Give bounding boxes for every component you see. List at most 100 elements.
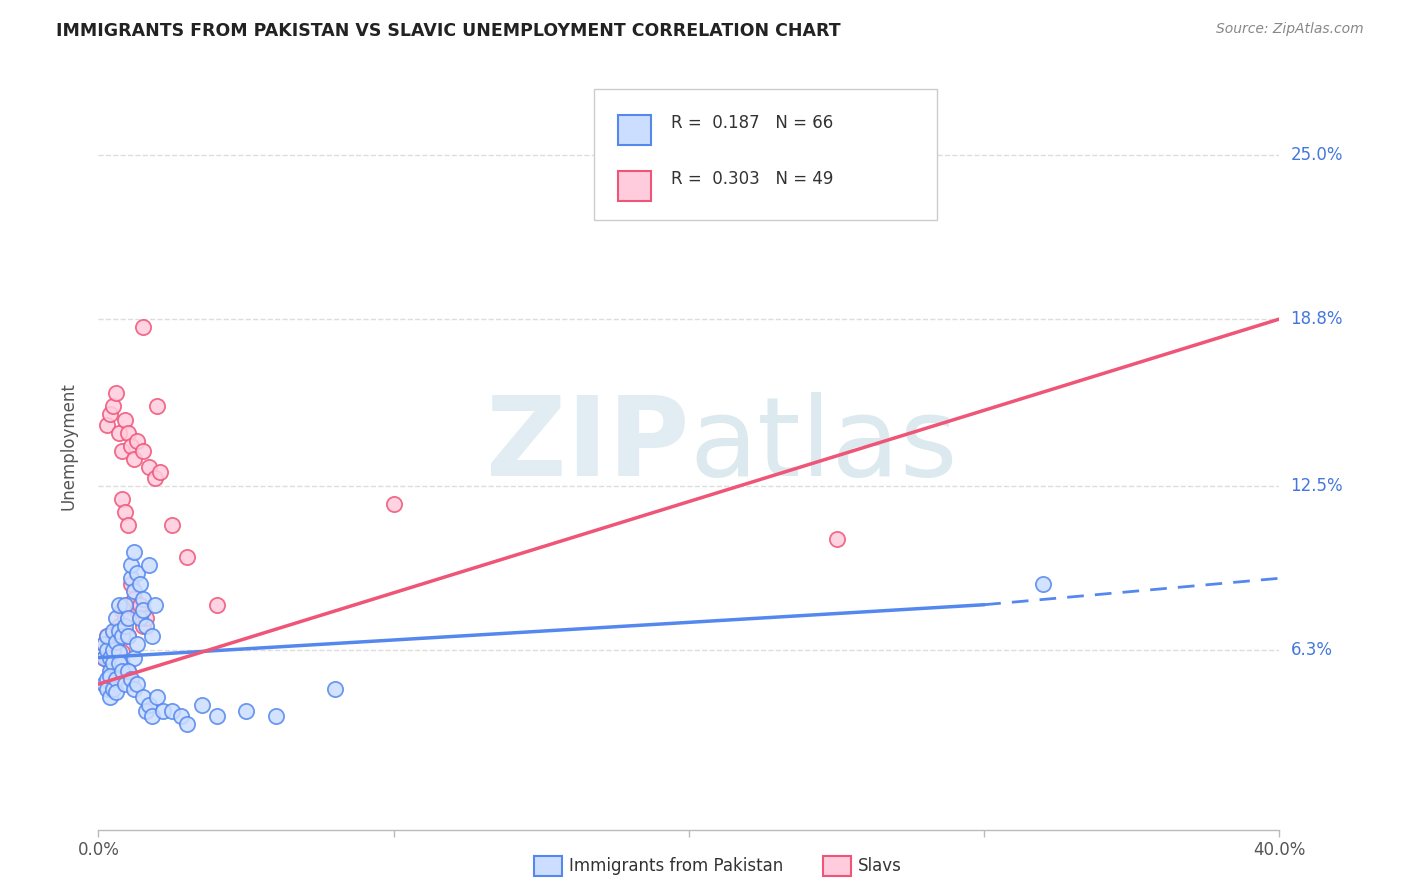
Point bbox=[146, 690, 169, 705]
Point bbox=[146, 400, 169, 414]
Point bbox=[108, 624, 131, 639]
Text: Source: ZipAtlas.com: Source: ZipAtlas.com bbox=[1216, 22, 1364, 37]
Point bbox=[108, 656, 131, 670]
Point bbox=[141, 630, 163, 644]
Point bbox=[120, 576, 142, 591]
Point bbox=[152, 704, 174, 718]
Point bbox=[120, 672, 142, 686]
Point bbox=[111, 603, 134, 617]
Point bbox=[143, 471, 166, 485]
Text: 25.0%: 25.0% bbox=[1291, 146, 1343, 164]
Point bbox=[108, 645, 131, 659]
Point bbox=[96, 642, 118, 657]
Point bbox=[108, 630, 131, 644]
Point bbox=[108, 619, 131, 633]
Point bbox=[98, 669, 121, 683]
Point bbox=[98, 656, 121, 670]
Point bbox=[176, 550, 198, 565]
Point bbox=[138, 558, 160, 572]
Point bbox=[132, 320, 155, 334]
Point bbox=[125, 434, 148, 448]
Text: 12.5%: 12.5% bbox=[1291, 476, 1343, 495]
Point bbox=[105, 611, 128, 625]
Point bbox=[132, 592, 155, 607]
Point bbox=[205, 708, 228, 723]
Text: Slavs: Slavs bbox=[858, 857, 901, 875]
Point bbox=[105, 672, 128, 686]
Point bbox=[105, 664, 128, 678]
Point bbox=[117, 518, 139, 533]
Point bbox=[98, 664, 121, 678]
Point bbox=[122, 682, 145, 697]
Point bbox=[125, 566, 148, 580]
Point bbox=[111, 444, 134, 458]
Point bbox=[135, 704, 157, 718]
Point bbox=[125, 677, 148, 691]
Point bbox=[111, 645, 134, 659]
Point bbox=[103, 682, 125, 697]
Point bbox=[122, 650, 145, 665]
Point bbox=[1032, 576, 1054, 591]
Point bbox=[117, 611, 139, 625]
Point bbox=[120, 558, 142, 572]
Point bbox=[114, 624, 136, 639]
Point bbox=[98, 407, 121, 421]
Point bbox=[96, 682, 118, 697]
Point bbox=[108, 598, 131, 612]
Point bbox=[132, 444, 155, 458]
Point bbox=[114, 598, 136, 612]
Point bbox=[105, 386, 128, 401]
Point bbox=[128, 598, 150, 612]
Point bbox=[103, 642, 125, 657]
Point bbox=[103, 400, 125, 414]
Text: ZIP: ZIP bbox=[485, 392, 689, 500]
Point bbox=[143, 598, 166, 612]
Text: IMMIGRANTS FROM PAKISTAN VS SLAVIC UNEMPLOYMENT CORRELATION CHART: IMMIGRANTS FROM PAKISTAN VS SLAVIC UNEMP… bbox=[56, 22, 841, 40]
Point bbox=[825, 532, 848, 546]
Point bbox=[162, 518, 183, 533]
Point bbox=[125, 603, 148, 617]
Point bbox=[103, 630, 125, 644]
Point bbox=[264, 708, 287, 723]
Text: 6.3%: 6.3% bbox=[1291, 640, 1333, 658]
Point bbox=[117, 630, 139, 644]
Point bbox=[108, 425, 131, 440]
Point bbox=[98, 645, 121, 659]
FancyBboxPatch shape bbox=[619, 171, 651, 201]
Point bbox=[114, 619, 136, 633]
Point bbox=[191, 698, 214, 713]
Point bbox=[135, 611, 157, 625]
Point bbox=[382, 497, 405, 511]
Point bbox=[105, 624, 128, 639]
Point bbox=[93, 650, 115, 665]
Text: atlas: atlas bbox=[689, 392, 957, 500]
Point bbox=[111, 664, 134, 678]
Point bbox=[96, 630, 118, 644]
Point bbox=[235, 704, 257, 718]
Point bbox=[96, 650, 118, 665]
Point bbox=[114, 611, 136, 625]
Point bbox=[96, 672, 118, 686]
Point bbox=[103, 624, 125, 639]
Point bbox=[111, 491, 134, 506]
Point bbox=[128, 576, 150, 591]
Text: R =  0.303   N = 49: R = 0.303 N = 49 bbox=[671, 169, 834, 188]
Point bbox=[176, 716, 198, 731]
FancyBboxPatch shape bbox=[619, 115, 651, 145]
Point bbox=[93, 650, 115, 665]
Point bbox=[114, 505, 136, 519]
Point bbox=[111, 630, 134, 644]
Point bbox=[205, 598, 228, 612]
Point bbox=[162, 704, 183, 718]
Point bbox=[105, 685, 128, 699]
Point bbox=[149, 466, 172, 480]
Point bbox=[114, 412, 136, 426]
Point bbox=[120, 571, 142, 585]
Text: 18.8%: 18.8% bbox=[1291, 310, 1343, 328]
Point bbox=[125, 637, 148, 651]
Point bbox=[103, 637, 125, 651]
Point bbox=[98, 650, 121, 665]
Point bbox=[323, 682, 346, 697]
Point bbox=[122, 584, 145, 599]
Point bbox=[93, 637, 115, 651]
